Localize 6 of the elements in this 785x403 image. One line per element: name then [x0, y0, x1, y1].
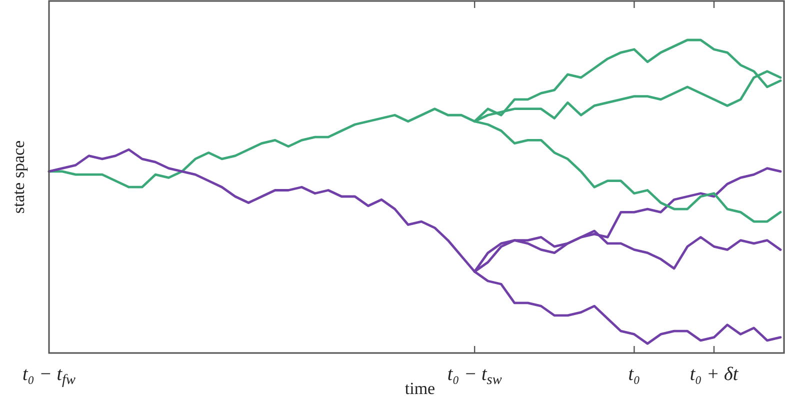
- x-tick-label: t₀ − t$_{sw}$: [447, 364, 502, 388]
- y-axis-title: state space: [9, 140, 28, 214]
- x-tick-label: t₀ + δt: [690, 364, 739, 385]
- x-tick-label: t₀: [628, 364, 640, 385]
- x-tick-label: t₀ − t$_{fw}$: [22, 364, 76, 388]
- x-axis-title: time: [404, 379, 436, 398]
